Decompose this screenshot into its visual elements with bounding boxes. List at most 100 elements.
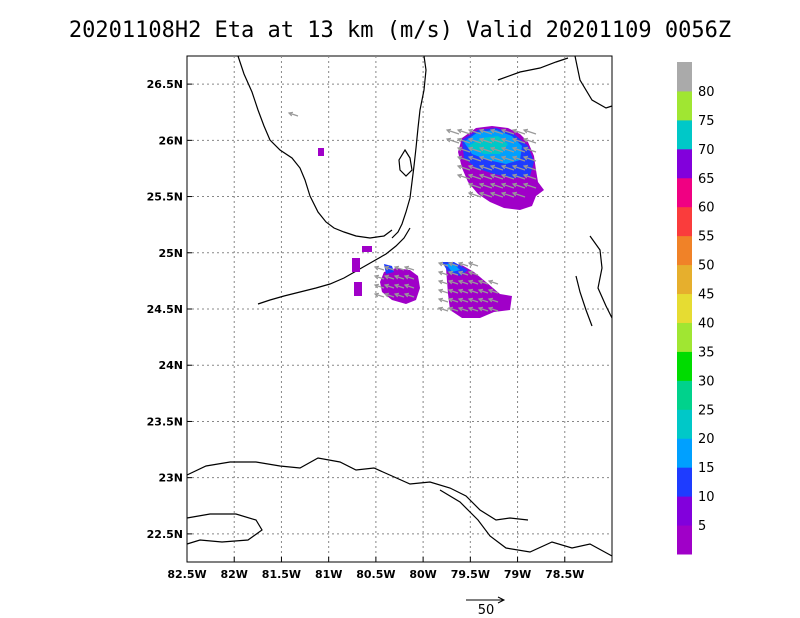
lon-tick-label: 79W — [504, 568, 531, 581]
colorbar-label: 55 — [698, 230, 715, 245]
wind-vector — [522, 137, 537, 144]
lat-tick-label: 23N — [158, 472, 183, 485]
wind-vector — [467, 146, 482, 153]
gridlines — [186, 56, 612, 562]
lon-tick-label: 80W — [409, 568, 436, 581]
wind-vector — [478, 137, 493, 144]
wind-vector — [489, 146, 504, 153]
wind-vector — [467, 288, 479, 294]
wind-vector — [403, 283, 415, 289]
florida-keys — [257, 227, 411, 305]
wind-vector — [445, 128, 460, 135]
wind-vector — [489, 191, 504, 198]
wind-vector — [511, 164, 526, 171]
lon-tick-label: 80.5W — [356, 568, 395, 581]
wind-vector — [456, 164, 471, 171]
wind-vector — [487, 306, 499, 312]
wind-vector — [522, 164, 537, 171]
colorbar-label: 45 — [698, 288, 715, 303]
wind-vector — [522, 146, 537, 153]
florida-west-coast — [237, 55, 393, 239]
colorbar-swatch — [677, 119, 692, 150]
wind-vector — [478, 164, 493, 171]
reference-vector: 50 — [466, 596, 506, 618]
wind-vector — [500, 128, 515, 135]
wind-cluster-middle — [380, 268, 420, 304]
colorbar-labels: 5 10 15 20 25 30 35 40 45 50 55 60 65 70 75 80 — [698, 85, 715, 534]
colorbar-label: 20 — [698, 432, 715, 447]
colorbar-swatch — [677, 438, 692, 468]
wind-vector — [511, 155, 526, 162]
colorbar-swatch — [677, 206, 692, 237]
wind-vector — [467, 173, 482, 180]
colorbar-swatch — [677, 380, 692, 410]
wind-cluster-southeast-core — [446, 264, 460, 272]
colorbar-label: 60 — [698, 201, 715, 216]
wind-vector — [478, 182, 493, 189]
lat-tick-label: 23.5N — [147, 415, 183, 428]
cuba-north-coast-east — [439, 489, 613, 557]
wind-vector — [511, 146, 526, 153]
wind-vector — [489, 155, 504, 162]
wind-vector — [511, 182, 526, 189]
wind-vector — [489, 182, 504, 189]
wind-vector — [457, 261, 469, 267]
colorbar-label: 15 — [698, 461, 715, 476]
cuba-southwest — [186, 513, 263, 545]
wind-vector — [447, 279, 459, 285]
wind-vector — [522, 128, 537, 135]
colorbar-label: 70 — [698, 143, 715, 158]
colorbar-label: 65 — [698, 172, 715, 187]
colorbar-label: 10 — [698, 490, 715, 505]
colorbar-swatch — [677, 496, 692, 526]
wind-vector — [467, 270, 479, 276]
wind-vector — [383, 265, 395, 271]
wind-vector — [383, 283, 395, 289]
wind-vector — [478, 191, 493, 198]
wind-vector — [478, 155, 493, 162]
wind-vector — [500, 146, 515, 153]
wind-vector — [522, 173, 537, 180]
wind-vector — [437, 288, 449, 294]
colorbar-label: 35 — [698, 345, 715, 360]
wind-vector — [467, 306, 479, 312]
wind-vector — [447, 306, 459, 312]
grand-bahama — [497, 57, 569, 81]
colorbar-swatch — [677, 409, 692, 439]
wind-vector — [403, 274, 415, 280]
wind-vector — [447, 297, 459, 303]
wind-vector — [522, 155, 537, 162]
wind-vector — [373, 292, 385, 298]
wind-vector — [511, 173, 526, 180]
wind-vector — [477, 288, 489, 294]
wind-vector — [467, 297, 479, 303]
coastlines — [186, 55, 613, 557]
bahamas-bank — [575, 275, 593, 327]
wind-vector — [457, 297, 469, 303]
wind-vector — [467, 182, 482, 189]
wind-vector — [489, 173, 504, 180]
wind-vector — [489, 137, 504, 144]
wind-vector — [383, 274, 395, 280]
wind-pixel-west-b — [362, 246, 372, 252]
wind-vector — [511, 191, 526, 198]
wind-vector — [487, 279, 499, 285]
colorbar-swatch — [677, 351, 692, 381]
wind-vector — [447, 261, 459, 267]
colorbar-swatch — [677, 525, 692, 555]
wind-vector — [500, 173, 515, 180]
wind-vectors — [287, 111, 537, 312]
wind-vector — [445, 137, 460, 144]
wind-vector — [393, 283, 405, 289]
lat-tick-label: 24N — [158, 359, 183, 372]
wind-vector — [437, 261, 449, 267]
wind-vector — [457, 288, 469, 294]
wind-vector — [489, 128, 504, 135]
colorbar-label: 40 — [698, 316, 715, 331]
andros-island — [589, 235, 613, 319]
lon-tick-label: 78.5W — [545, 568, 584, 581]
wind-pixel-west-d — [318, 148, 324, 156]
colorbar-swatch — [677, 62, 692, 92]
wind-vector — [457, 306, 469, 312]
wind-vector — [511, 137, 526, 144]
